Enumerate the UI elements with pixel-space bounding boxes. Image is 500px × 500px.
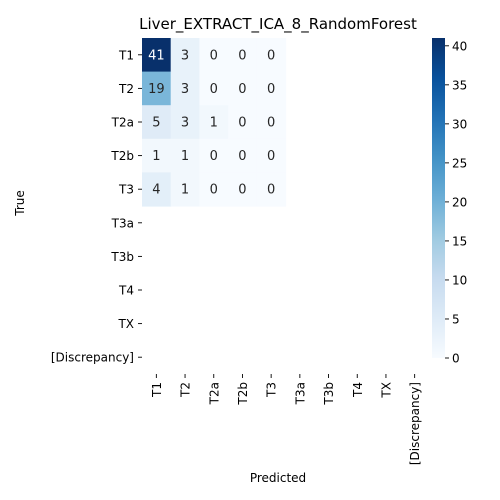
colorbar: 0 5 10 15 20 25 30 35 40 — [432, 38, 467, 366]
y-tick-label: TX — [117, 317, 134, 331]
heatmap-cell — [228, 71, 258, 106]
cell-value-label: 0 — [267, 48, 275, 63]
x-tick-label: T4 — [351, 382, 365, 398]
heatmap-cell — [228, 105, 258, 140]
y-tick-label: T2a — [111, 116, 134, 130]
heatmap-cell — [228, 138, 258, 173]
x-tick-label: T2 — [179, 382, 193, 398]
cell-value-label: 1 — [181, 183, 189, 198]
heatmap-cell — [170, 172, 200, 207]
x-axis-ticks: T1 T2 T2a T2b T3 T3a T3b T4 TX [Discrepancy] — [150, 374, 422, 465]
heatmap-cell — [170, 138, 200, 173]
heatmap-cell — [170, 71, 200, 106]
cell-value-label: 41 — [148, 48, 165, 63]
cell-value-label: 4 — [152, 183, 160, 198]
heatmap-cell — [142, 172, 172, 207]
cell-value-label: 0 — [210, 149, 218, 164]
cell-value-label: 1 — [181, 149, 189, 164]
cell-value-label: 5 — [152, 116, 160, 131]
y-tick-label: T3a — [111, 216, 134, 230]
colorbar-tick-label: 10 — [452, 273, 467, 287]
y-tick-label: T1 — [118, 48, 134, 62]
colorbar-tick-label: 15 — [452, 234, 467, 248]
x-tick-label: T3 — [265, 382, 279, 398]
y-axis-ticks: T1 T2 T2a T2b T3 T3a T3b T4 TX [Discrepancy] — [51, 48, 142, 365]
heatmap-cell — [256, 172, 287, 207]
heatmap-cell — [142, 38, 172, 73]
heatmap-cell — [256, 71, 287, 106]
heatmap-cell — [199, 138, 229, 173]
cell-value-label: 0 — [267, 183, 275, 198]
colorbar-tick-label: 25 — [452, 156, 467, 170]
colorbar-tick-label: 35 — [452, 78, 467, 92]
y-tick-label: [Discrepancy] — [51, 351, 134, 365]
cell-value-label: 3 — [181, 82, 189, 97]
y-axis-label: True — [13, 190, 27, 217]
y-tick-label: T3b — [110, 250, 134, 264]
cell-value-label: 0 — [267, 82, 275, 97]
heatmap-cell — [256, 138, 287, 173]
colorbar-tick-label: 0 — [452, 352, 460, 366]
cell-value-label: 0 — [238, 149, 246, 164]
cell-value-label: 0 — [238, 116, 246, 131]
heatmap-cell — [170, 38, 200, 73]
x-axis-label: Predicted — [250, 471, 306, 485]
colorbar-gradient — [432, 38, 445, 358]
x-tick-label: T3a — [293, 382, 307, 405]
heatmap-cell — [256, 38, 287, 73]
y-tick-label: T2b — [110, 149, 134, 163]
heatmap-cell — [142, 105, 172, 140]
heatmap-cell — [228, 38, 258, 73]
cell-value-label: 0 — [238, 183, 246, 198]
chart-title: Liver_EXTRACT_ICA_8_RandomForest — [139, 15, 417, 34]
heatmap-cell — [142, 71, 172, 106]
colorbar-tick-label: 40 — [452, 39, 467, 53]
x-tick-label: T1 — [150, 382, 164, 398]
x-tick-label: T2b — [236, 382, 250, 406]
y-tick-label: T3 — [118, 183, 134, 197]
x-tick-label: T2a — [207, 382, 221, 405]
cell-value-label: 0 — [267, 149, 275, 164]
heatmap-cell — [170, 105, 200, 140]
heatmap-cell — [199, 38, 229, 73]
cell-value-label: 1 — [210, 116, 218, 131]
cell-value-label: 19 — [148, 82, 165, 97]
heatmap-cell — [142, 138, 172, 173]
cell-value-label: 3 — [181, 116, 189, 131]
colorbar-tick-label: 30 — [452, 117, 467, 131]
cell-value-label: 0 — [267, 116, 275, 131]
cell-value-label: 0 — [210, 82, 218, 97]
cell-value-label: 0 — [238, 82, 246, 97]
colorbar-tick-label: 5 — [452, 312, 460, 326]
heatmap-cell — [228, 172, 258, 207]
x-tick-label: TX — [379, 382, 393, 399]
heatmap-cell — [256, 105, 287, 140]
x-tick-label: [Discrepancy] — [408, 382, 422, 465]
heatmap-cell — [199, 172, 229, 207]
x-tick-label: T3b — [322, 382, 336, 406]
heatmap-cell — [199, 105, 229, 140]
heatmap-cell — [199, 71, 229, 106]
heatmap-cells — [142, 38, 287, 207]
cell-value-label: 0 — [210, 183, 218, 198]
cell-value-labels: 41 3 0 0 019 3 0 0 05 3 1 0 01 1 0 0 04 1 0 0 0 — [148, 48, 275, 197]
y-tick-label: T4 — [118, 284, 134, 298]
cell-value-label: 0 — [210, 48, 218, 63]
cell-value-label: 0 — [238, 48, 246, 63]
y-tick-label: T2 — [118, 82, 134, 96]
cell-value-label: 1 — [152, 149, 160, 164]
cell-value-label: 3 — [181, 48, 189, 63]
colorbar-tick-label: 20 — [452, 195, 467, 209]
